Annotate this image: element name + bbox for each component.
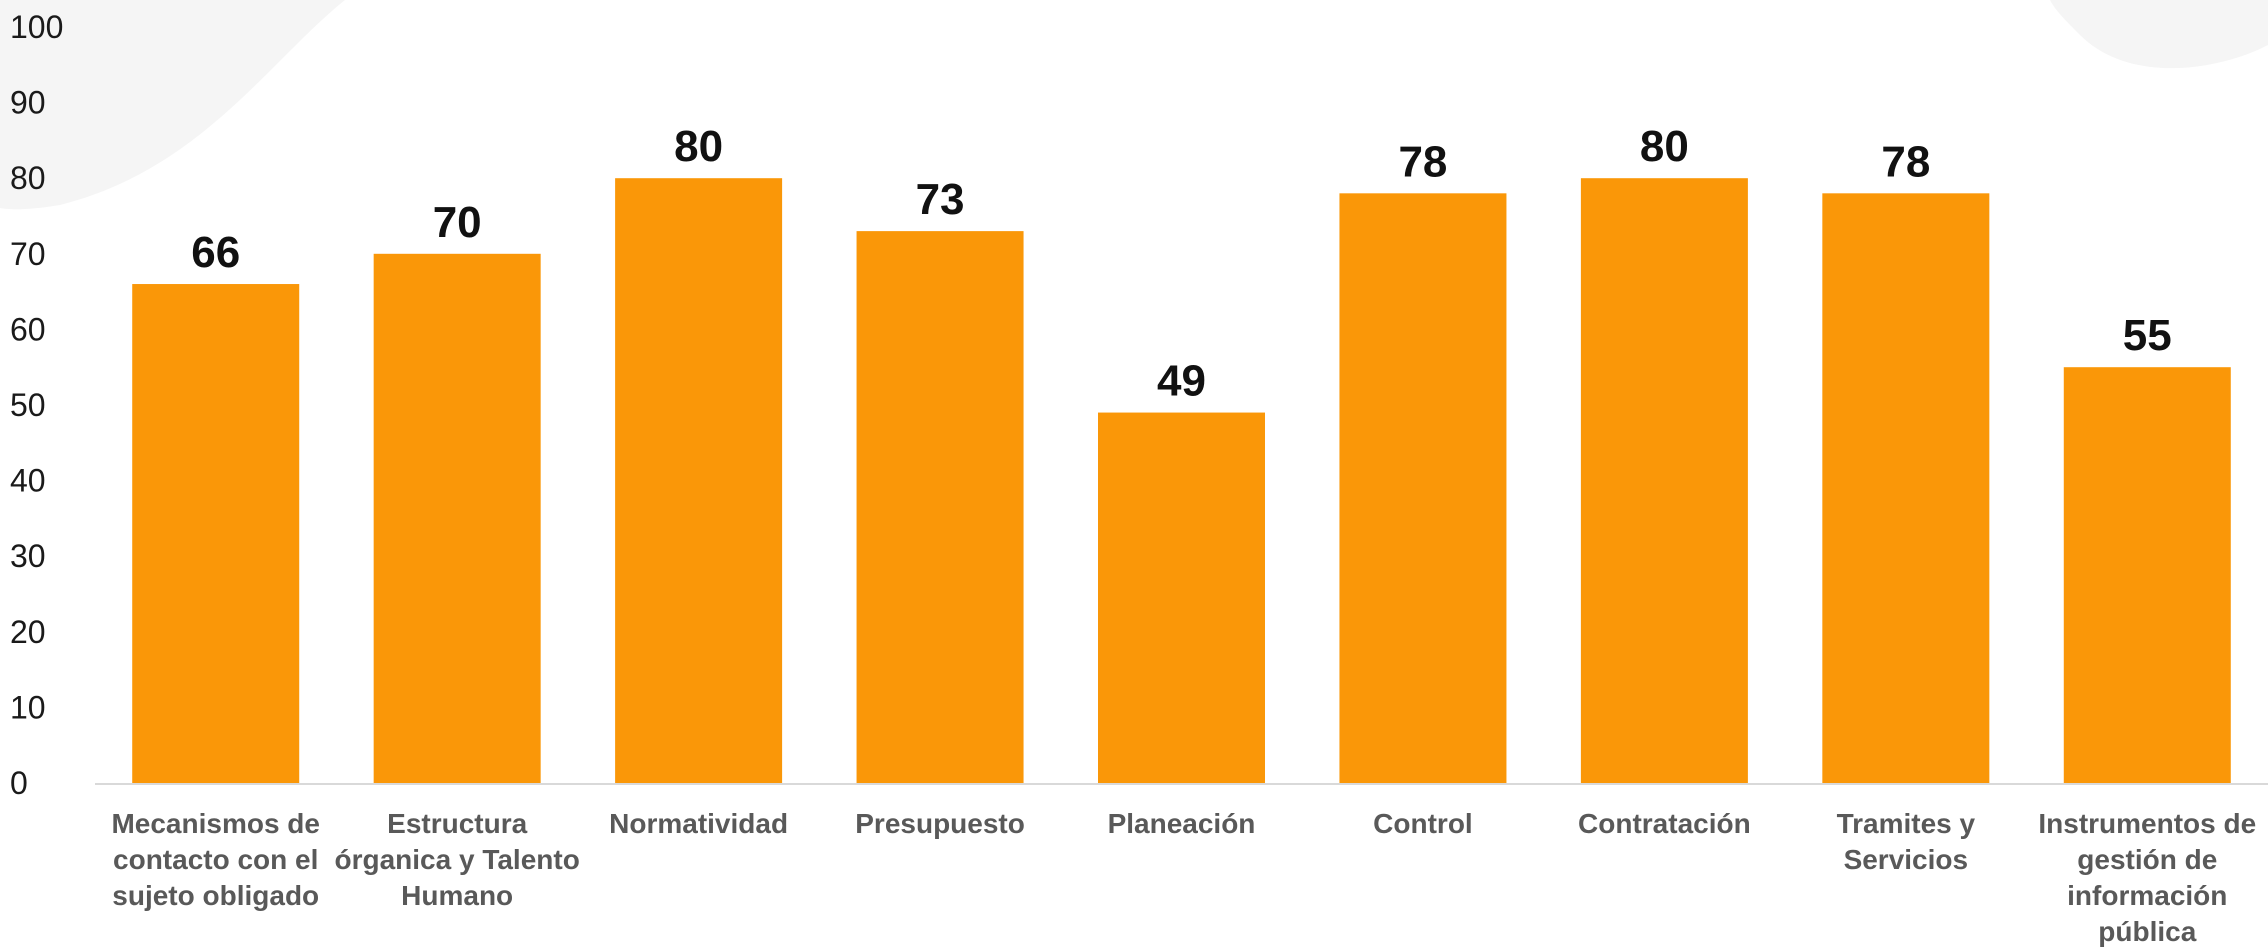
- x-category-label: Estructura órganica y Talento Humano: [335, 808, 580, 911]
- bar: [1822, 193, 1990, 783]
- x-category-label: Planeación: [1108, 808, 1256, 839]
- x-category-label: Instrumentos de gestión de información públ…: [2038, 808, 2256, 947]
- bar: [373, 253, 541, 784]
- bar: [615, 178, 783, 783]
- x-category-label: Control: [1373, 808, 1473, 839]
- y-tick-label: 20: [10, 614, 46, 650]
- y-axis: 0 10 20 30 40 50 60 70 80 90 100: [10, 9, 63, 801]
- bar: [1098, 412, 1265, 783]
- bar: [1580, 178, 1748, 783]
- background-swoosh-left: [0, 0, 345, 210]
- y-tick-label: 80: [10, 160, 46, 196]
- bar-value-label: 49: [1157, 357, 1206, 406]
- y-tick-label: 90: [10, 85, 46, 121]
- y-tick-label: 30: [10, 538, 46, 574]
- bar-value-label: 66: [191, 228, 240, 277]
- x-category-label: Tramites y Servicios: [1837, 808, 1976, 875]
- bar: [1339, 193, 1507, 783]
- bar: [2063, 367, 2231, 783]
- bars: [132, 178, 2231, 784]
- y-tick-label: 10: [10, 689, 46, 725]
- y-tick-label: 60: [10, 311, 46, 347]
- bar-value-label: 70: [433, 198, 482, 247]
- background-swoosh-right: [2050, 0, 2268, 69]
- y-tick-label: 100: [10, 9, 63, 45]
- bar-value-label: 80: [674, 122, 723, 171]
- x-category-label: Presupuesto: [855, 808, 1025, 839]
- y-tick-label: 50: [10, 387, 46, 423]
- value-labels: 66 70 80 73 49 78 80 78 55: [191, 122, 2172, 405]
- bar: [132, 284, 300, 783]
- bar: [856, 231, 1024, 783]
- y-tick-label: 0: [10, 765, 28, 801]
- y-tick-label: 70: [10, 236, 46, 272]
- y-tick-label: 40: [10, 463, 46, 499]
- bar-value-label: 55: [2123, 311, 2172, 360]
- x-category-label: Mecanismos de contacto con el sujeto oblig…: [111, 808, 320, 911]
- bar-value-label: 78: [1881, 137, 1930, 186]
- x-axis-labels: Mecanismos de contacto con el sujeto oblig…: [111, 808, 2256, 947]
- bar-value-label: 73: [916, 175, 965, 224]
- x-category-label: Contratación: [1578, 808, 1751, 839]
- bar-value-label: 80: [1640, 122, 1689, 171]
- bar-value-label: 78: [1398, 137, 1447, 186]
- x-category-label: Normatividad: [609, 808, 788, 839]
